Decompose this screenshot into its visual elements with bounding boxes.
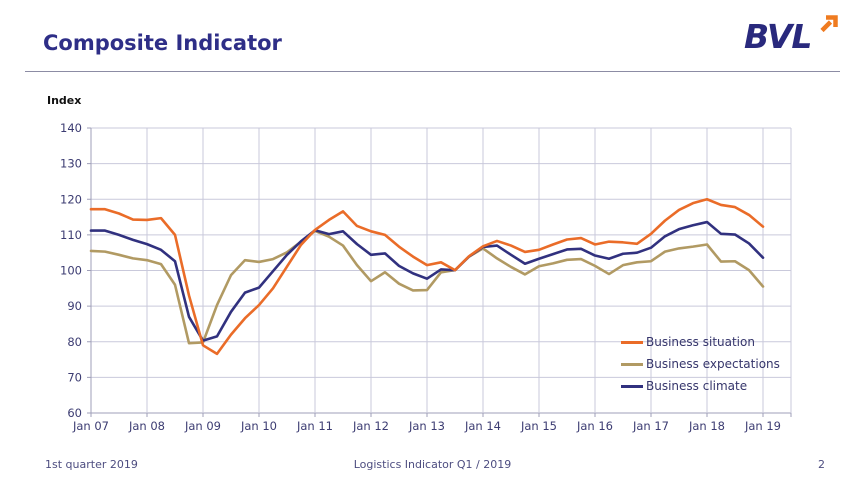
svg-text:Jan 08: Jan 08 <box>128 419 165 433</box>
business-expectations-line-swatch <box>621 362 643 366</box>
svg-text:60: 60 <box>67 406 82 420</box>
svg-text:140: 140 <box>60 121 82 135</box>
svg-text:110: 110 <box>60 228 82 242</box>
svg-text:130: 130 <box>60 157 82 171</box>
legend-item-business-expectations: Business expectations <box>621 353 801 375</box>
footer-document-title: Logistics Indicator Q1 / 2019 <box>353 458 512 471</box>
business-climate-line-swatch <box>621 384 643 388</box>
business-situation-line-swatch <box>621 340 643 344</box>
svg-text:Jan 19: Jan 19 <box>744 419 781 433</box>
svg-text:Jan 12: Jan 12 <box>352 419 389 433</box>
bvl-logo: BVL <box>744 13 839 57</box>
title-divider <box>25 71 840 72</box>
svg-text:Jan 14: Jan 14 <box>464 419 501 433</box>
legend-label: Business situation <box>646 335 755 349</box>
svg-text:120: 120 <box>60 192 82 206</box>
svg-text:80: 80 <box>67 335 82 349</box>
legend-label: Business climate <box>646 379 748 393</box>
legend-item-business-climate: Business climate <box>621 375 801 397</box>
svg-text:Jan 15: Jan 15 <box>520 419 557 433</box>
svg-text:Jan 10: Jan 10 <box>240 419 277 433</box>
legend-item-business-situation: Business situation <box>621 331 801 353</box>
svg-text:Jan 07: Jan 07 <box>72 419 109 433</box>
svg-text:70: 70 <box>67 370 82 384</box>
page-number: 2 <box>818 458 825 471</box>
svg-text:Jan 17: Jan 17 <box>632 419 669 433</box>
svg-text:Jan 13: Jan 13 <box>408 419 445 433</box>
svg-text:90: 90 <box>67 299 82 313</box>
svg-text:Jan 18: Jan 18 <box>688 419 725 433</box>
chart-legend: Business situation Business expectations… <box>621 331 801 397</box>
svg-text:Jan 09: Jan 09 <box>184 419 221 433</box>
svg-text:Jan 11: Jan 11 <box>296 419 333 433</box>
svg-text:100: 100 <box>60 264 82 278</box>
legend-label: Business expectations <box>646 357 780 371</box>
bvl-logo-text: BVL <box>744 17 812 56</box>
page-title: Composite Indicator <box>43 31 282 55</box>
bvl-arrow-icon <box>820 15 838 33</box>
y-axis-title: Index <box>47 94 82 107</box>
svg-text:Jan 16: Jan 16 <box>576 419 613 433</box>
footer-quarter: 1st quarter 2019 <box>45 458 138 471</box>
